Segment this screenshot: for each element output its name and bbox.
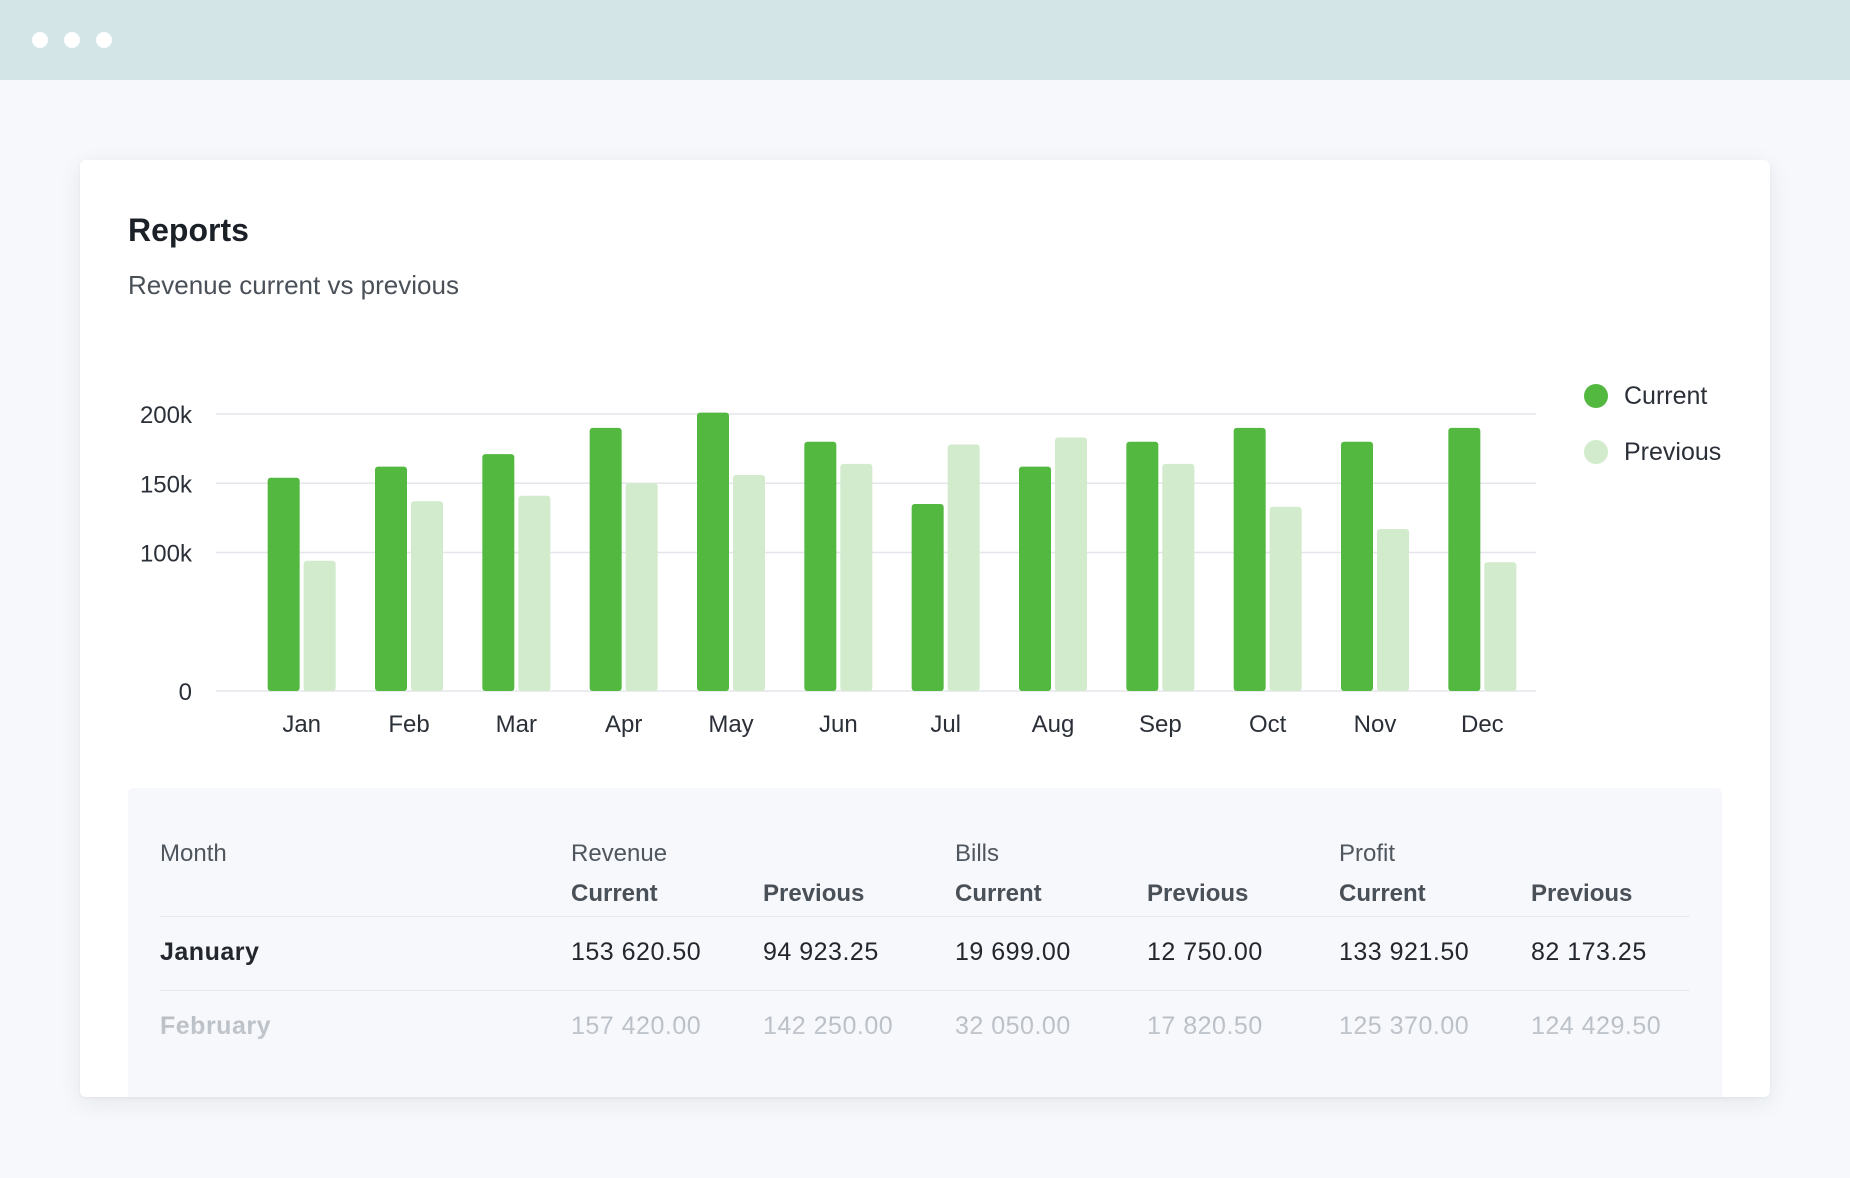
x-tick-label: Sep: [1139, 711, 1182, 738]
bar-previous-jun: [840, 463, 873, 691]
bar-previous-jan: [303, 560, 336, 691]
bills-current-cell: 19 699.00: [955, 938, 1071, 966]
bar-current-jan: [267, 477, 300, 691]
column-header-profit-current: Current: [1339, 880, 1426, 907]
profit-current-cell: 133 921.50: [1339, 938, 1470, 966]
bar-previous-jul: [947, 444, 980, 691]
column-group-bills: Bills: [955, 840, 1000, 867]
window-control-close[interactable]: [32, 32, 48, 48]
window-control-minimize[interactable]: [64, 32, 80, 48]
bills-previous-cell: 17 820.50: [1147, 1012, 1263, 1040]
x-tick-label: Jan: [282, 711, 321, 738]
chart-subtitle: Revenue current vs previous: [128, 270, 459, 300]
profit-previous-cell: 82 173.25: [1531, 938, 1647, 966]
bar-current-feb: [375, 466, 407, 691]
bar-current-oct: [1233, 427, 1266, 691]
bar-current-nov: [1341, 441, 1373, 691]
legend-label-previous: Previous: [1624, 437, 1722, 466]
legend-swatch-previous: [1584, 440, 1608, 464]
window-titlebar: [0, 0, 1850, 80]
row-divider: [160, 990, 1690, 991]
bar-current-aug: [1019, 466, 1051, 691]
bar-current-jul: [911, 504, 944, 691]
legend-item-current[interactable]: Current: [1584, 368, 1721, 424]
x-tick-label: Apr: [605, 711, 642, 738]
column-header-bills-current: Current: [955, 880, 1042, 907]
row-month: February: [160, 1012, 271, 1040]
bar-current-jun: [804, 441, 837, 691]
legend-item-previous[interactable]: Previous: [1584, 424, 1721, 480]
y-tick-label: 0: [179, 679, 192, 706]
y-tick-label: 200k: [140, 402, 193, 429]
bar-previous-mar: [518, 495, 551, 691]
legend-label-current: Current: [1624, 381, 1708, 410]
row-month: January: [160, 938, 260, 966]
bar-previous-sep: [1162, 463, 1195, 691]
bar-current-dec: [1448, 427, 1481, 691]
header-divider: [160, 916, 1690, 917]
revenue-previous-cell: 94 923.25: [763, 938, 879, 966]
bills-previous-cell: 12 750.00: [1147, 938, 1263, 966]
revenue-current-cell: 153 620.50: [571, 938, 702, 966]
bar-previous-apr: [625, 483, 658, 691]
bar-current-may: [697, 412, 729, 691]
bar-previous-dec: [1484, 562, 1517, 691]
column-header-profit-previous: Previous: [1531, 880, 1633, 907]
bar-previous-may: [733, 474, 765, 691]
column-header-revenue-previous: Previous: [763, 880, 865, 907]
bills-current-cell: 32 050.00: [955, 1012, 1071, 1040]
reports-card: Reports Revenue current vs previous 0 100…: [80, 160, 1770, 1097]
bar-current-apr: [589, 427, 622, 691]
revenue-bar-chart: 0 100k 150k 200k Jan Feb Mar Apr May Jun Jul Aug Sep…: [140, 402, 1536, 738]
x-tick-label: Jul: [930, 711, 961, 738]
x-tick-label: Mar: [496, 711, 537, 738]
column-header-revenue-current: Current: [571, 880, 658, 907]
y-tick-label: 150k: [140, 471, 193, 498]
y-tick-label: 100k: [140, 541, 193, 568]
revenue-previous-cell: 142 250.00: [763, 1012, 894, 1040]
legend-swatch-current: [1584, 384, 1608, 408]
bar-previous-aug: [1055, 437, 1087, 691]
x-tick-label: Jun: [819, 711, 858, 738]
x-tick-label: Feb: [388, 711, 429, 738]
column-header-bills-previous: Previous: [1147, 880, 1249, 907]
x-tick-label: Oct: [1249, 711, 1287, 738]
x-tick-label: Aug: [1032, 711, 1075, 738]
x-tick-label: Dec: [1461, 711, 1504, 738]
bar-current-mar: [482, 454, 515, 691]
revenue-current-cell: 157 420.00: [571, 1012, 702, 1040]
bar-previous-oct: [1269, 506, 1302, 691]
bar-previous-feb: [411, 501, 443, 691]
column-header-month: Month: [160, 840, 227, 867]
column-group-profit: Profit: [1339, 840, 1396, 867]
table-row[interactable]: January 153 620.50 94 923.25 19 699.00 1…: [128, 926, 1722, 1000]
table-row[interactable]: February 157 420.00 142 250.00 32 050.00…: [128, 1000, 1722, 1074]
page-title: Reports: [128, 212, 249, 248]
bar-current-sep: [1126, 441, 1159, 691]
window-control-maximize[interactable]: [96, 32, 112, 48]
revenue-table: Month Revenue Bills Profit Current Previ…: [128, 788, 1722, 1097]
column-group-revenue: Revenue: [571, 840, 668, 867]
bar-previous-nov: [1377, 528, 1409, 691]
chart-legend: Current Previous: [1584, 368, 1721, 480]
profit-current-cell: 125 370.00: [1339, 1012, 1470, 1040]
x-tick-label: Nov: [1354, 711, 1397, 738]
profit-previous-cell: 124 429.50: [1531, 1012, 1662, 1040]
x-tick-label: May: [708, 711, 753, 738]
